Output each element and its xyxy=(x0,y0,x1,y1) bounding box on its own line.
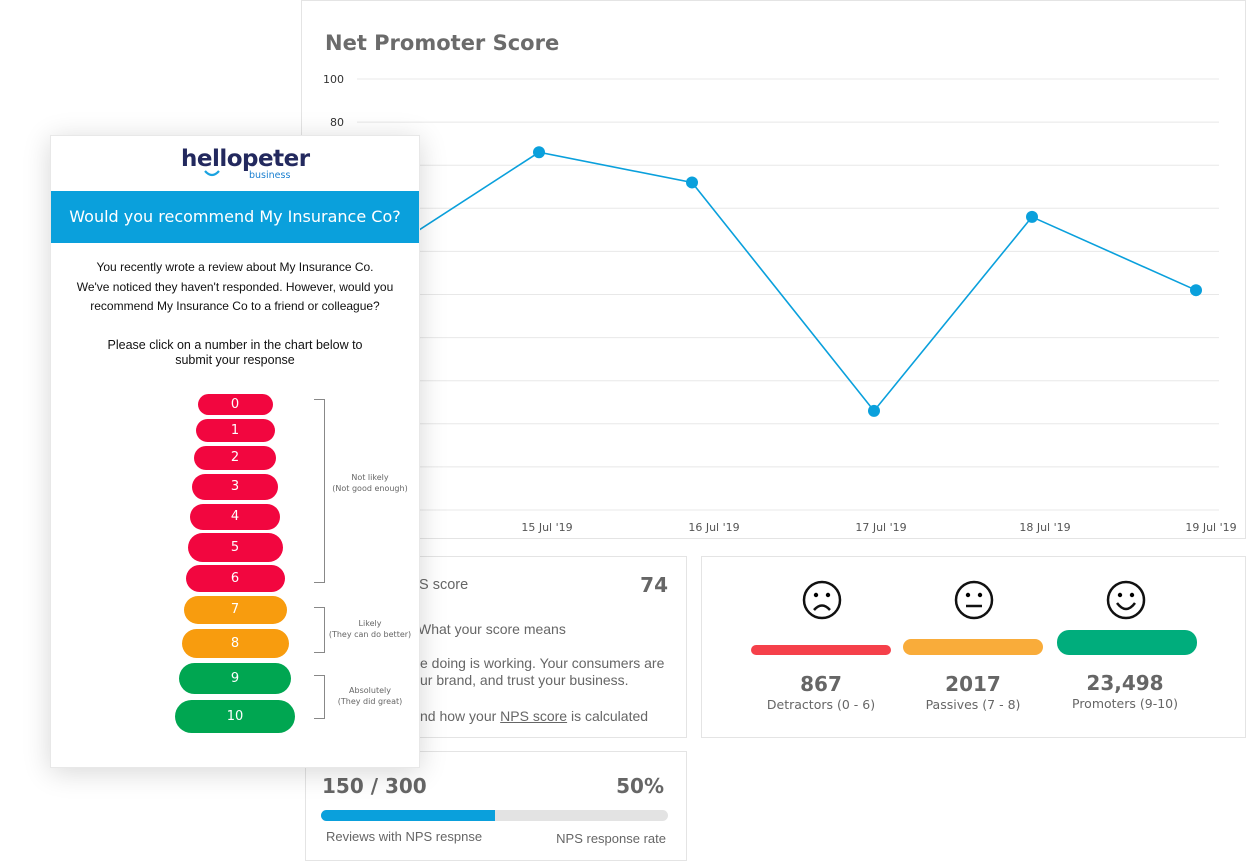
reviews-count: 150 / 300 xyxy=(322,774,427,798)
reviews-label: Reviews with NPS respnse xyxy=(326,829,483,844)
data-point[interactable] xyxy=(868,404,880,417)
group-sub: (They can do better) xyxy=(328,630,412,639)
score-button-7[interactable]: 7 xyxy=(183,596,287,624)
promoters-bar xyxy=(1057,630,1197,655)
neutral-face-icon xyxy=(954,580,994,620)
group-label: Likely xyxy=(358,619,382,628)
score-button-3[interactable]: 3 xyxy=(192,474,278,500)
passives-count: 2017 xyxy=(945,672,1001,696)
data-point[interactable] xyxy=(1026,210,1038,223)
score-button-8[interactable]: 8 xyxy=(181,629,289,658)
y-tick-label: 100 xyxy=(323,73,344,86)
nps-survey-card: hellopeter business Would you recommend … xyxy=(50,135,420,768)
frown-face-icon xyxy=(802,580,842,620)
calc-pre: nd how your xyxy=(420,708,497,724)
calc-explanation: nd how your NPS score is calculated xyxy=(420,708,648,724)
survey-body: You recently wrote a review about My Ins… xyxy=(51,258,419,317)
not-likely-label: Not likely (Not good enough) xyxy=(315,472,425,494)
score-button-2[interactable]: 2 xyxy=(194,446,276,470)
score-button-6[interactable]: 6 xyxy=(185,565,285,592)
data-point[interactable] xyxy=(533,146,545,159)
hellopeter-logo: hellopeter business xyxy=(181,146,310,182)
logo-word: hellopeter xyxy=(181,146,310,172)
score-meaning-text: e doing is working. Your consumers are xyxy=(420,655,665,671)
group-sub: (Not good enough) xyxy=(332,484,408,493)
data-point[interactable] xyxy=(686,176,698,189)
x-tick-label: 15 Jul '19 xyxy=(521,521,572,534)
score-button-9[interactable]: 9 xyxy=(179,663,291,694)
promoters-count: 23,498 xyxy=(1086,671,1164,695)
detractors-label: Detractors (0 - 6) xyxy=(766,697,876,712)
calc-post: is calculated xyxy=(570,708,649,724)
score-button-1[interactable]: 1 xyxy=(195,419,275,442)
score-button-5[interactable]: 5 xyxy=(187,533,283,562)
response-progress-bar xyxy=(321,810,668,821)
nps-score-value: 74 xyxy=(640,573,668,597)
likely-label: Likely (They can do better) xyxy=(315,618,425,640)
y-tick-label: 80 xyxy=(330,116,344,129)
score-button-0[interactable]: 0 xyxy=(197,394,273,415)
body-line: We've noticed they haven't responded. Ho… xyxy=(76,279,394,294)
x-tick-label: 16 Jul '19 xyxy=(688,521,739,534)
score-meaning-text-2: ur brand, and trust your business. xyxy=(420,672,629,688)
score-button-10[interactable]: 10 xyxy=(175,700,295,733)
promoters-label: Promoters (9-10) xyxy=(1072,696,1178,711)
passives-bar xyxy=(903,639,1043,655)
survey-instruction: Please click on a number in the chart be… xyxy=(51,338,419,367)
detractors-count: 867 xyxy=(800,672,842,696)
response-rate-value: 50% xyxy=(616,774,664,798)
instruction-line: Please click on a number in the chart be… xyxy=(107,338,363,352)
response-progress-fill xyxy=(321,810,495,821)
response-rate-label: NPS response rate xyxy=(556,831,666,846)
instruction-line: submit your response xyxy=(175,352,295,367)
not-likely-bracket xyxy=(314,399,325,583)
body-line: recommend My Insurance Co to a friend or… xyxy=(90,299,380,313)
x-tick-label: 19 Jul '19 xyxy=(1185,521,1236,534)
body-line: You recently wrote a review about My Ins… xyxy=(96,260,374,274)
x-tick-label: 18 Jul '19 xyxy=(1019,521,1070,534)
chart-title: Net Promoter Score xyxy=(325,31,560,55)
logo-sub: business xyxy=(249,170,291,181)
response-rate-card: 150 / 300 50% Reviews with NPS respnse N… xyxy=(305,751,687,861)
score-button-4[interactable]: 4 xyxy=(190,504,280,530)
score-meaning-heading: What your score means xyxy=(418,621,566,637)
smile-face-icon xyxy=(1106,580,1146,620)
group-sub: (They did great) xyxy=(337,697,403,706)
absolutely-label: Absolutely (They did great) xyxy=(315,685,425,707)
survey-title: Would you recommend My Insurance Co? xyxy=(51,191,419,243)
nps-series-line xyxy=(385,151,1197,413)
nps-score-label: S score xyxy=(419,577,469,593)
nps-score-link[interactable]: NPS score xyxy=(500,708,568,724)
nps-breakdown-card: 867 Detractors (0 - 6) 2017 Passives (7 … xyxy=(701,556,1246,738)
x-tick-label: 17 Jul '19 xyxy=(855,521,906,534)
data-point[interactable] xyxy=(1190,284,1202,297)
group-label: Absolutely xyxy=(349,686,391,695)
passives-label: Passives (7 - 8) xyxy=(925,697,1021,712)
likely-bracket xyxy=(314,607,325,653)
logo-smile-icon xyxy=(204,170,220,177)
detractors-bar xyxy=(751,645,891,655)
group-label: Not likely xyxy=(351,473,389,482)
absolutely-bracket xyxy=(314,675,325,719)
